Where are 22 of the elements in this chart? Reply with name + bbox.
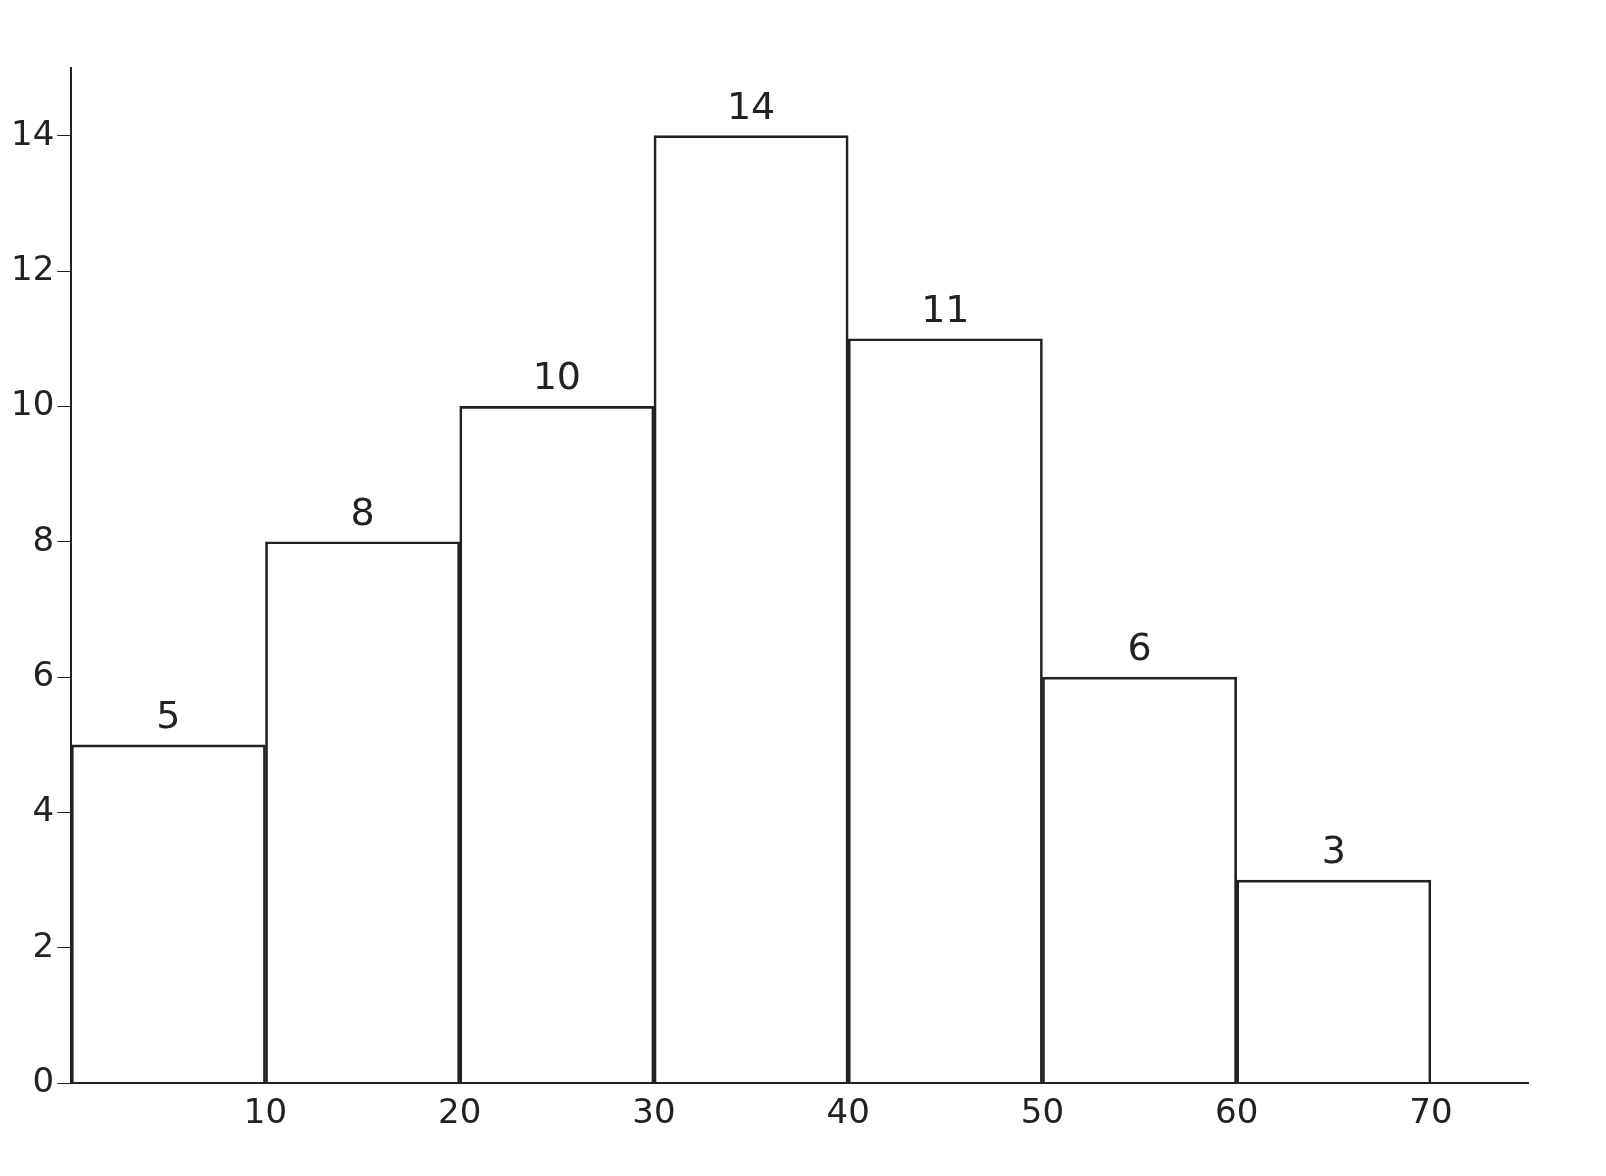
data-label: 14: [726, 83, 776, 128]
y-tick-label: 4: [32, 789, 55, 830]
y-tick-label: 0: [32, 1060, 55, 1101]
x-tick-label: 50: [1020, 1091, 1065, 1132]
data-label: 10: [532, 354, 582, 399]
x-tick-label: 70: [1409, 1091, 1453, 1132]
data-label: 11: [921, 286, 970, 331]
data-label: 8: [350, 489, 375, 534]
x-tick-label: 30: [632, 1091, 676, 1132]
x-tick-label: 60: [1215, 1091, 1259, 1132]
x-tick-label: 40: [826, 1091, 870, 1132]
y-tick-label: 10: [11, 383, 55, 424]
data-label: 6: [1127, 624, 1152, 669]
y-tick-label: 14: [11, 112, 55, 153]
y-tick-label: 2: [32, 924, 55, 965]
x-tick-label: 20: [438, 1091, 482, 1132]
x-tick-label: 10: [243, 1091, 288, 1132]
data-label: 5: [156, 692, 181, 737]
y-tick-label: 6: [32, 653, 55, 694]
data-label: 3: [1321, 828, 1346, 873]
y-tick-label: 12: [11, 247, 55, 288]
y-tick-label: 8: [32, 518, 55, 559]
